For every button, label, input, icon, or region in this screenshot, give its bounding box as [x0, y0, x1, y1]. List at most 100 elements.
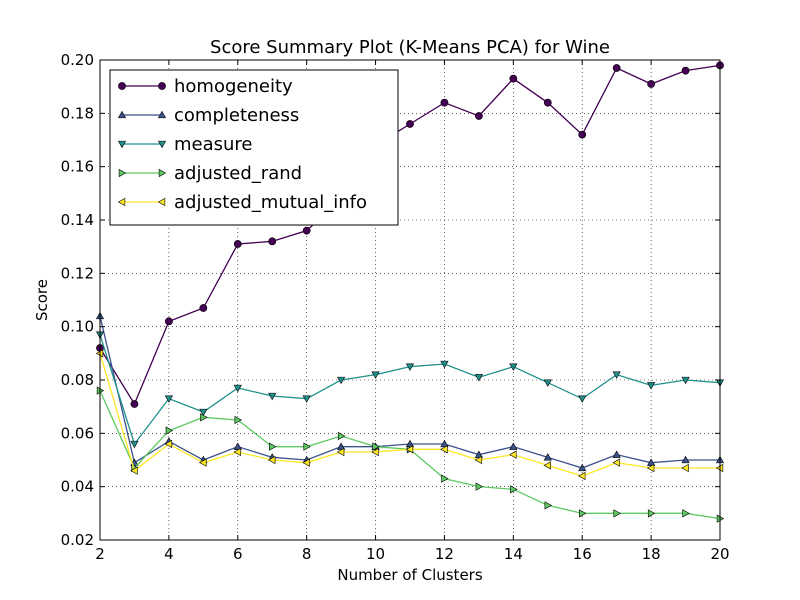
- y-tick-label: 0.04: [61, 478, 94, 496]
- data-point: [509, 363, 518, 371]
- data-point: [440, 98, 449, 107]
- data-point: [543, 98, 552, 107]
- data-point: [199, 458, 207, 467]
- data-point: [130, 466, 138, 475]
- x-tick-label: 10: [366, 545, 385, 563]
- data-point: [337, 431, 346, 441]
- data-point: [544, 501, 552, 510]
- plot-border: [99, 59, 721, 541]
- data-point: [682, 509, 690, 518]
- data-point: [440, 445, 448, 454]
- data-point: [405, 363, 415, 371]
- data-point: [336, 447, 345, 457]
- data-point: [612, 458, 620, 467]
- legend-marker: [117, 197, 126, 207]
- x-tick-label: 4: [164, 545, 174, 563]
- data-point: [681, 376, 690, 385]
- legend-label: adjusted_mutual_info: [174, 192, 367, 213]
- data-point: [441, 474, 449, 483]
- x-axis-label: Number of Clusters: [337, 566, 482, 584]
- data-point: [612, 450, 621, 458]
- series-layer: [96, 61, 724, 523]
- data-point: [406, 120, 414, 128]
- x-tick-label: 12: [435, 545, 454, 563]
- data-point: [646, 463, 655, 473]
- data-point: [579, 509, 587, 518]
- data-point: [681, 455, 690, 464]
- data-point: [510, 485, 518, 494]
- data-point: [578, 130, 587, 139]
- y-tick-label: 0.18: [61, 104, 94, 122]
- data-point: [268, 455, 276, 465]
- data-point: [509, 74, 518, 83]
- legend-label: adjusted_rand: [174, 163, 302, 184]
- data-point: [164, 317, 173, 326]
- data-point: [199, 304, 208, 312]
- legend-box: [109, 69, 399, 226]
- data-point: [405, 445, 414, 454]
- series-adjusted-mutual-info: [96, 349, 724, 481]
- y-tick-label: 0.20: [61, 51, 94, 69]
- data-point: [165, 426, 174, 435]
- data-point: [474, 112, 483, 120]
- data-point: [647, 509, 656, 518]
- data-point: [200, 413, 208, 422]
- y-tick-label: 0.12: [61, 264, 94, 282]
- legend-marker: [117, 110, 127, 119]
- legend-marker: [118, 168, 127, 178]
- data-point: [269, 442, 277, 451]
- data-point: [475, 482, 484, 491]
- y-tick-label: 0.06: [61, 424, 94, 442]
- legend-label: measure: [174, 134, 253, 155]
- y-tick-label: 0.08: [61, 371, 94, 389]
- data-point: [233, 447, 241, 457]
- data-point: [303, 442, 311, 451]
- series-measure: [96, 331, 724, 449]
- data-point: [302, 395, 311, 403]
- legend: homogeneity completeness measure adjusted_r…: [109, 69, 399, 226]
- data-point: [578, 395, 587, 403]
- data-point: [234, 415, 242, 425]
- y-tick-label: 0.14: [61, 211, 94, 229]
- legend-marker: [158, 168, 167, 178]
- y-tick-label: 0.10: [61, 318, 94, 336]
- data-point: [543, 453, 552, 461]
- data-point: [164, 395, 173, 403]
- chart-title: Score Summary Plot (K-Means PCA) for Win…: [210, 37, 610, 58]
- data-point: [337, 442, 346, 450]
- legend-marker: [157, 140, 167, 149]
- data-point: [233, 240, 242, 248]
- data-point: [405, 439, 415, 448]
- legend-item-homogeneity: homogeneity: [118, 76, 293, 97]
- data-point: [440, 360, 449, 369]
- data-point: [578, 463, 587, 472]
- data-point: [268, 237, 277, 246]
- x-tick-label: 16: [573, 545, 592, 563]
- data-point: [440, 439, 449, 448]
- data-point: [371, 371, 380, 379]
- data-point: [474, 450, 483, 458]
- data-point: [337, 376, 346, 385]
- data-point: [647, 382, 656, 390]
- x-tick-label: 18: [642, 545, 661, 563]
- data-point: [372, 442, 380, 451]
- data-point: [302, 458, 310, 467]
- data-point: [130, 440, 139, 449]
- data-point: [647, 80, 656, 88]
- data-point: [474, 455, 483, 465]
- y-tick-label: 0.02: [61, 531, 94, 549]
- data-point: [578, 471, 586, 481]
- data-point: [612, 64, 621, 72]
- legend-marker: [117, 140, 127, 149]
- data-point: [233, 442, 242, 450]
- y-axis-label: Score: [33, 279, 51, 321]
- legend-marker: [118, 82, 126, 90]
- legend-marker: [157, 197, 166, 207]
- data-point: [233, 384, 242, 393]
- data-point: [302, 226, 311, 235]
- data-point: [509, 442, 518, 450]
- legend-marker: [157, 110, 167, 119]
- data-point: [268, 392, 277, 401]
- legend-item-measure: measure: [117, 134, 253, 155]
- legend-marker: [158, 82, 166, 90]
